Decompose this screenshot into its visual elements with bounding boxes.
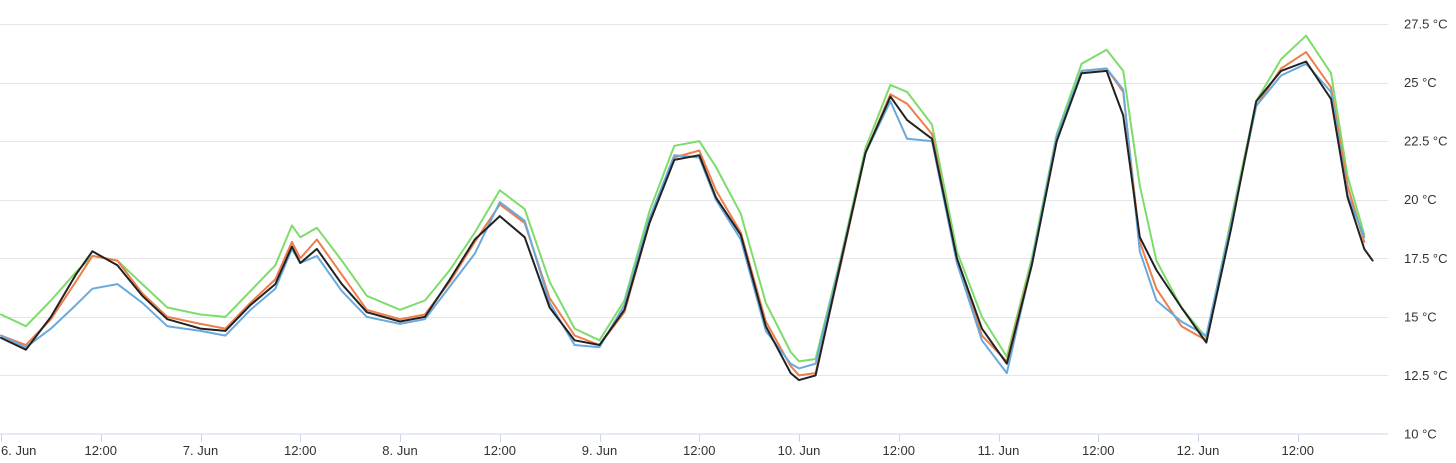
y-tick-label: 20 °C	[1404, 192, 1437, 207]
series-line-2	[0, 51, 1366, 377]
x-tick-label: 12:00	[84, 443, 117, 458]
y-tick-label: 15 °C	[1404, 309, 1437, 324]
x-tick-label: 12. Jun	[1177, 443, 1220, 458]
x-axis: 6. Jun 12:00 7. Jun 12:00 8. Jun 12:00 9. Jun 1…	[1, 434, 1314, 458]
y-tick-label: 22.5 °C	[1404, 134, 1448, 149]
series-line-1	[0, 34, 1366, 363]
y-tick-label: 12.5 °C	[1404, 368, 1448, 383]
x-tick-label: 9. Jun	[582, 443, 617, 458]
x-tick-label: 11. Jun	[978, 443, 1020, 458]
x-tick-label: 12:00	[483, 443, 516, 458]
series-line-4	[0, 60, 1374, 382]
x-tick-label: 12:00	[882, 443, 915, 458]
plot-area	[0, 34, 1374, 382]
x-tick-label: 12:00	[284, 443, 317, 458]
y-tick-label: 25 °C	[1404, 75, 1437, 90]
y-tick-label: 27.5 °C	[1404, 17, 1448, 32]
y-tick-label: 10 °C	[1404, 427, 1437, 442]
y-axis: 10 °C 12.5 °C 15 °C 17.5 °C 20 °C 22.5 °C 25 °…	[1404, 17, 1448, 442]
x-tick-label: 12:00	[683, 443, 716, 458]
y-tick-label: 17.5 °C	[1404, 251, 1448, 266]
x-tick-label: 7. Jun	[183, 443, 218, 458]
x-tick-label: 12:00	[1082, 443, 1115, 458]
x-tick-label: 8. Jun	[382, 443, 417, 458]
x-tick-label: 6. Jun	[1, 443, 36, 458]
x-tick-label: 10. Jun	[778, 443, 821, 458]
x-tick-label: 12:00	[1281, 443, 1314, 458]
series-line-3	[0, 62, 1366, 375]
